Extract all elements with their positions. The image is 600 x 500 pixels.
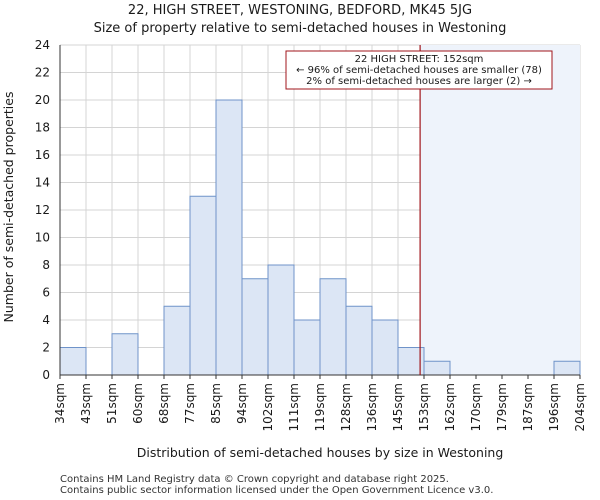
y-tick-label: 2 [42, 341, 50, 355]
x-tick-label: 128sqm [339, 383, 353, 431]
x-tick-label: 187sqm [521, 383, 535, 431]
chart-subtitle: Size of property relative to semi-detach… [93, 21, 507, 36]
annotation-box [285, 50, 553, 90]
x-axis-label: Distribution of semi-detached houses by … [137, 445, 504, 460]
y-tick-label: 16 [35, 148, 50, 162]
y-tick-label: 22 [35, 66, 50, 80]
x-tick-label: 102sqm [261, 383, 275, 431]
y-tick-label: 10 [35, 231, 50, 245]
x-tick-label: 85sqm [209, 383, 223, 424]
x-tick-label: 111sqm [287, 383, 301, 431]
axes [59, 45, 581, 379]
y-tick-label: 20 [35, 93, 50, 107]
highlight-region [420, 45, 580, 375]
bars [59, 99, 581, 376]
annotation-line1: 22 HIGH STREET: 152sqm [355, 54, 484, 65]
y-tick-label: 8 [42, 258, 50, 272]
y-tick-label: 14 [35, 176, 50, 190]
x-tick-label: 196sqm [547, 383, 561, 431]
x-tick-label: 162sqm [443, 383, 457, 431]
x-tick-label: 43sqm [79, 383, 93, 424]
bar-94sqm[interactable] [241, 278, 269, 376]
y-tick-label: 12 [35, 203, 50, 217]
chart-title: 22, HIGH STREET, WESTONING, BEDFORD, MK4… [127, 3, 473, 18]
bar-196sqm[interactable] [553, 360, 581, 376]
bar-119sqm[interactable] [319, 278, 347, 376]
annotation-line2: ← 96% of semi-detached houses are smalle… [296, 65, 542, 76]
bar-136sqm[interactable] [371, 319, 399, 376]
bar-111sqm[interactable] [293, 319, 321, 376]
x-tick-label: 60sqm [131, 383, 145, 424]
y-tick-label: 24 [35, 38, 50, 52]
footer-line-1: Contains HM Land Registry data © Crown c… [60, 474, 449, 485]
x-tick-label: 145sqm [391, 383, 405, 431]
x-tick-label: 136sqm [365, 383, 379, 431]
x-tick-label: 179sqm [495, 383, 509, 431]
x-tick-label: 34sqm [53, 383, 67, 424]
x-tick-label: 77sqm [183, 383, 197, 424]
bar-68sqm[interactable] [163, 305, 191, 376]
larger-region [420, 45, 580, 375]
bar-102sqm[interactable] [267, 264, 295, 376]
y-tick-label: 4 [42, 313, 50, 327]
annotation-line3: 2% of semi-detached houses are larger (2… [306, 76, 532, 87]
x-tick-label: 170sqm [469, 383, 483, 431]
bar-128sqm[interactable] [345, 305, 373, 376]
y-axis-label: Number of semi-detached properties [1, 92, 16, 323]
x-tick-label: 153sqm [417, 383, 431, 431]
x-tick-label: 204sqm [573, 383, 587, 431]
bar-153sqm[interactable] [423, 360, 451, 376]
y-tick-label: 0 [42, 368, 50, 382]
annotation: 22 HIGH STREET: 152sqm← 96% of semi-deta… [285, 50, 553, 90]
bar-77sqm[interactable] [189, 195, 217, 376]
footer-line-2: Contains public sector information licen… [60, 485, 494, 496]
bar-34sqm[interactable] [59, 347, 87, 376]
x-tick-label: 68sqm [157, 383, 171, 424]
y-tick-label: 6 [42, 286, 50, 300]
x-tick-label: 51sqm [105, 383, 119, 424]
y-tick-label: 18 [35, 121, 50, 135]
x-tick-label: 94sqm [235, 383, 249, 424]
bar-51sqm[interactable] [111, 333, 139, 376]
x-tick-label: 119sqm [313, 383, 327, 431]
bar-85sqm[interactable] [215, 99, 243, 376]
